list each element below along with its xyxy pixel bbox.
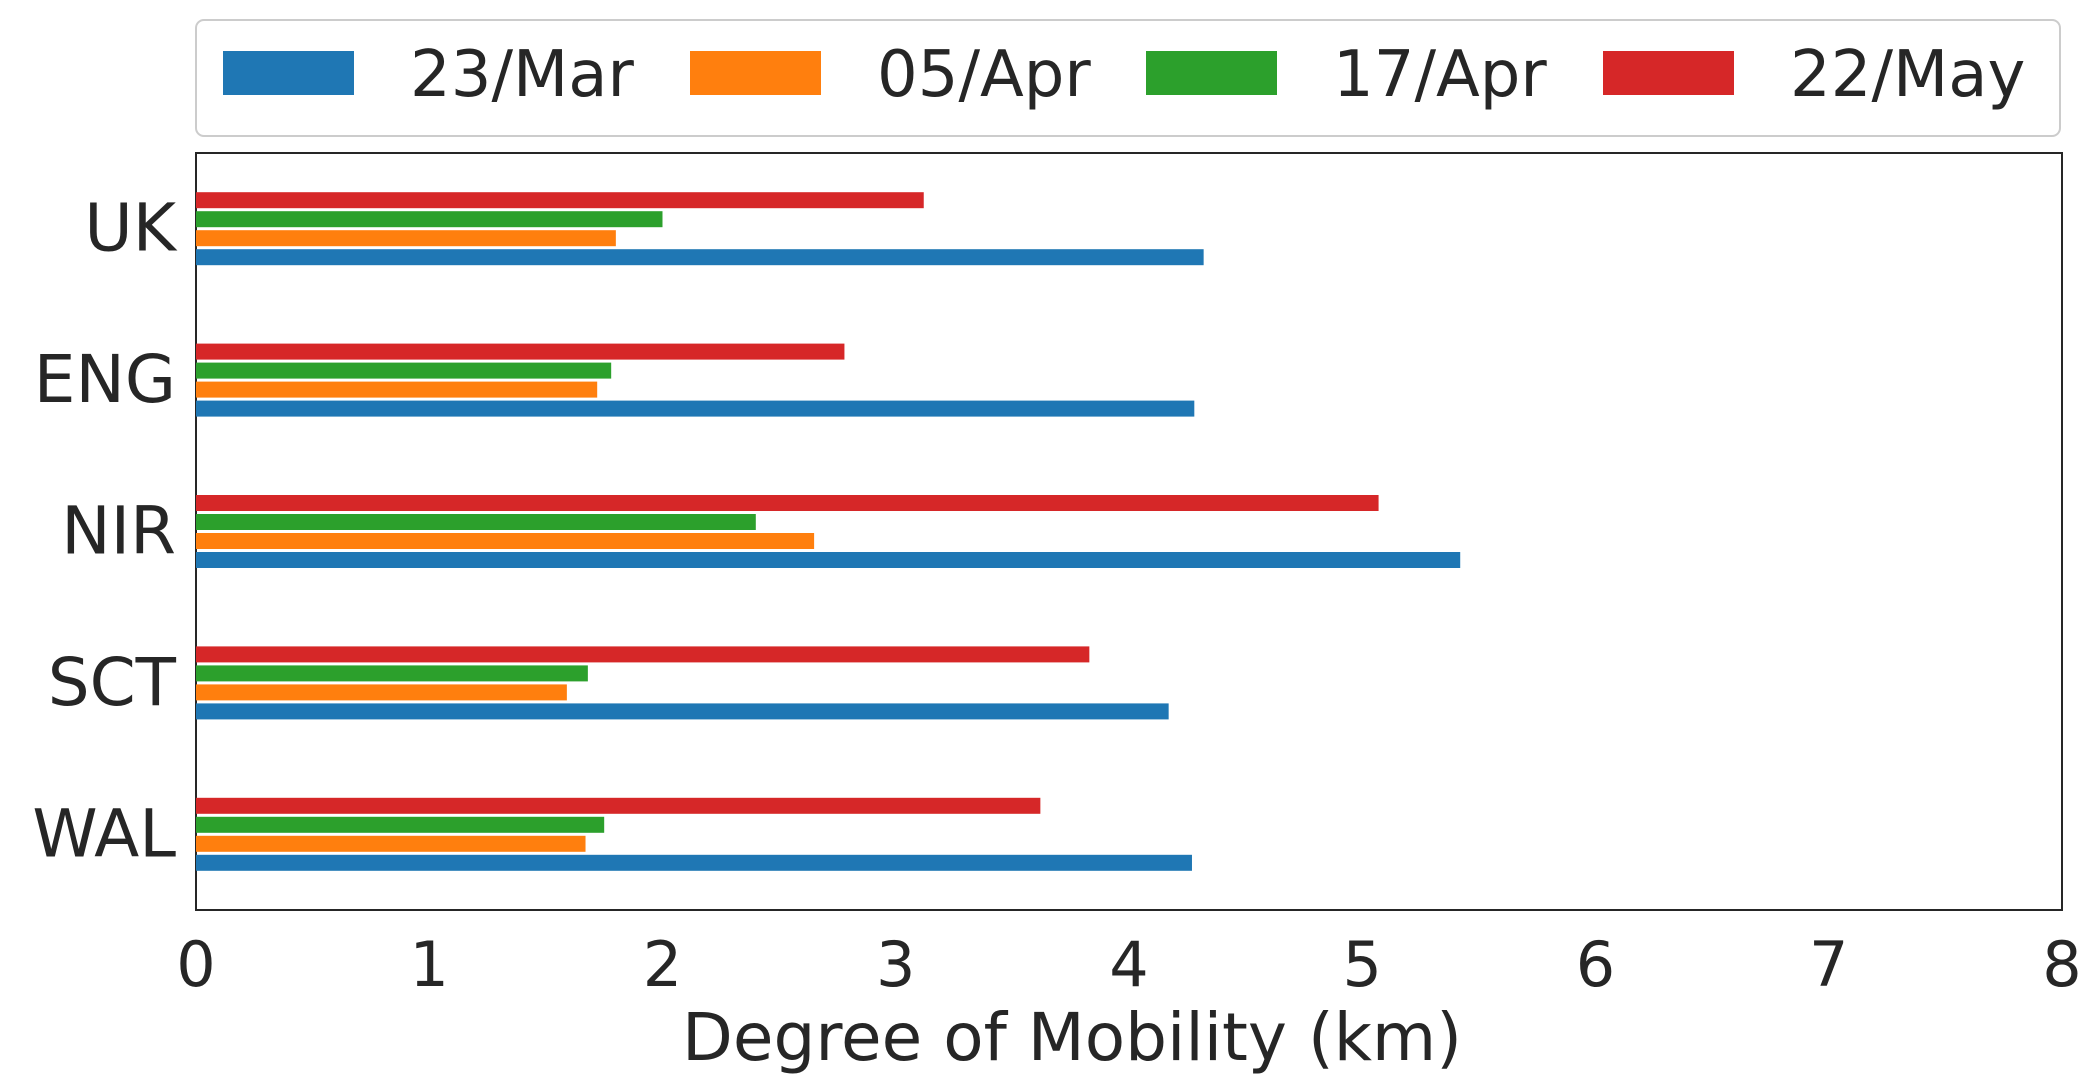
bar-sct-22-may bbox=[196, 646, 1090, 663]
legend-swatch-23-mar bbox=[223, 51, 354, 95]
bar-wal-22-may bbox=[196, 797, 1041, 814]
bar-nir-05-apr bbox=[196, 533, 815, 549]
x-axis-label: Degree of Mobility (km) bbox=[682, 999, 1462, 1076]
x-tick-label-8: 8 bbox=[2042, 928, 2081, 1001]
x-tick-label-3: 3 bbox=[876, 928, 915, 1001]
legend-label-23-mar: 23/Mar bbox=[410, 38, 634, 112]
bar-nir-22-may bbox=[196, 495, 1379, 511]
x-tick-label-1: 1 bbox=[410, 928, 449, 1001]
legend-swatch-05-apr bbox=[690, 51, 821, 95]
bar-eng-23-mar bbox=[196, 400, 1195, 417]
x-tick-label-5: 5 bbox=[1343, 928, 1382, 1001]
bar-wal-05-apr bbox=[196, 835, 586, 852]
legend-swatch-17-apr bbox=[1146, 51, 1277, 95]
legend-swatch-22-may bbox=[1603, 51, 1734, 95]
bar-sct-23-mar bbox=[196, 703, 1169, 720]
bar-sct-17-apr bbox=[196, 665, 588, 682]
x-tick-label-4: 4 bbox=[1109, 928, 1148, 1001]
legend: 23/Mar 05/Apr 17/Apr 22/May bbox=[195, 19, 2061, 137]
legend-label-17-apr: 17/Apr bbox=[1333, 38, 1547, 112]
bar-eng-22-may bbox=[196, 343, 845, 360]
bar-eng-17-apr bbox=[196, 362, 612, 379]
x-tick-label-0: 0 bbox=[176, 928, 215, 1001]
bar-nir-17-apr bbox=[196, 514, 756, 530]
y-tick-label-nir: NIR bbox=[61, 493, 176, 570]
legend-label-22-may: 22/May bbox=[1790, 38, 2025, 112]
bar-wal-23-mar bbox=[196, 854, 1192, 871]
y-tick-label-wal: WAL bbox=[32, 795, 176, 872]
y-tick-label-uk: UK bbox=[84, 190, 177, 267]
legend-label-05-apr: 05/Apr bbox=[877, 38, 1091, 112]
bar-wal-17-apr bbox=[196, 816, 605, 833]
bars-group bbox=[196, 192, 1461, 871]
legend-frame bbox=[195, 19, 2061, 137]
bar-nir-23-mar bbox=[196, 552, 1461, 568]
y-tick-label-sct: SCT bbox=[48, 644, 177, 721]
x-axis-tick-labels: 0 1 2 3 4 5 6 7 8 bbox=[176, 928, 2081, 1001]
x-tick-label-2: 2 bbox=[643, 928, 682, 1001]
bar-uk-17-apr bbox=[196, 211, 663, 228]
y-axis-tick-labels: UK ENG NIR SCT WAL bbox=[32, 190, 177, 873]
bar-eng-05-apr bbox=[196, 381, 598, 398]
x-tick-label-6: 6 bbox=[1576, 928, 1615, 1001]
y-tick-label-eng: ENG bbox=[34, 341, 176, 418]
x-tick-label-7: 7 bbox=[1809, 928, 1848, 1001]
bar-uk-22-may bbox=[196, 192, 924, 209]
bar-uk-05-apr bbox=[196, 230, 616, 247]
bar-uk-23-mar bbox=[196, 249, 1204, 266]
bar-sct-05-apr bbox=[196, 684, 567, 701]
plot-area-frame bbox=[195, 152, 2063, 911]
